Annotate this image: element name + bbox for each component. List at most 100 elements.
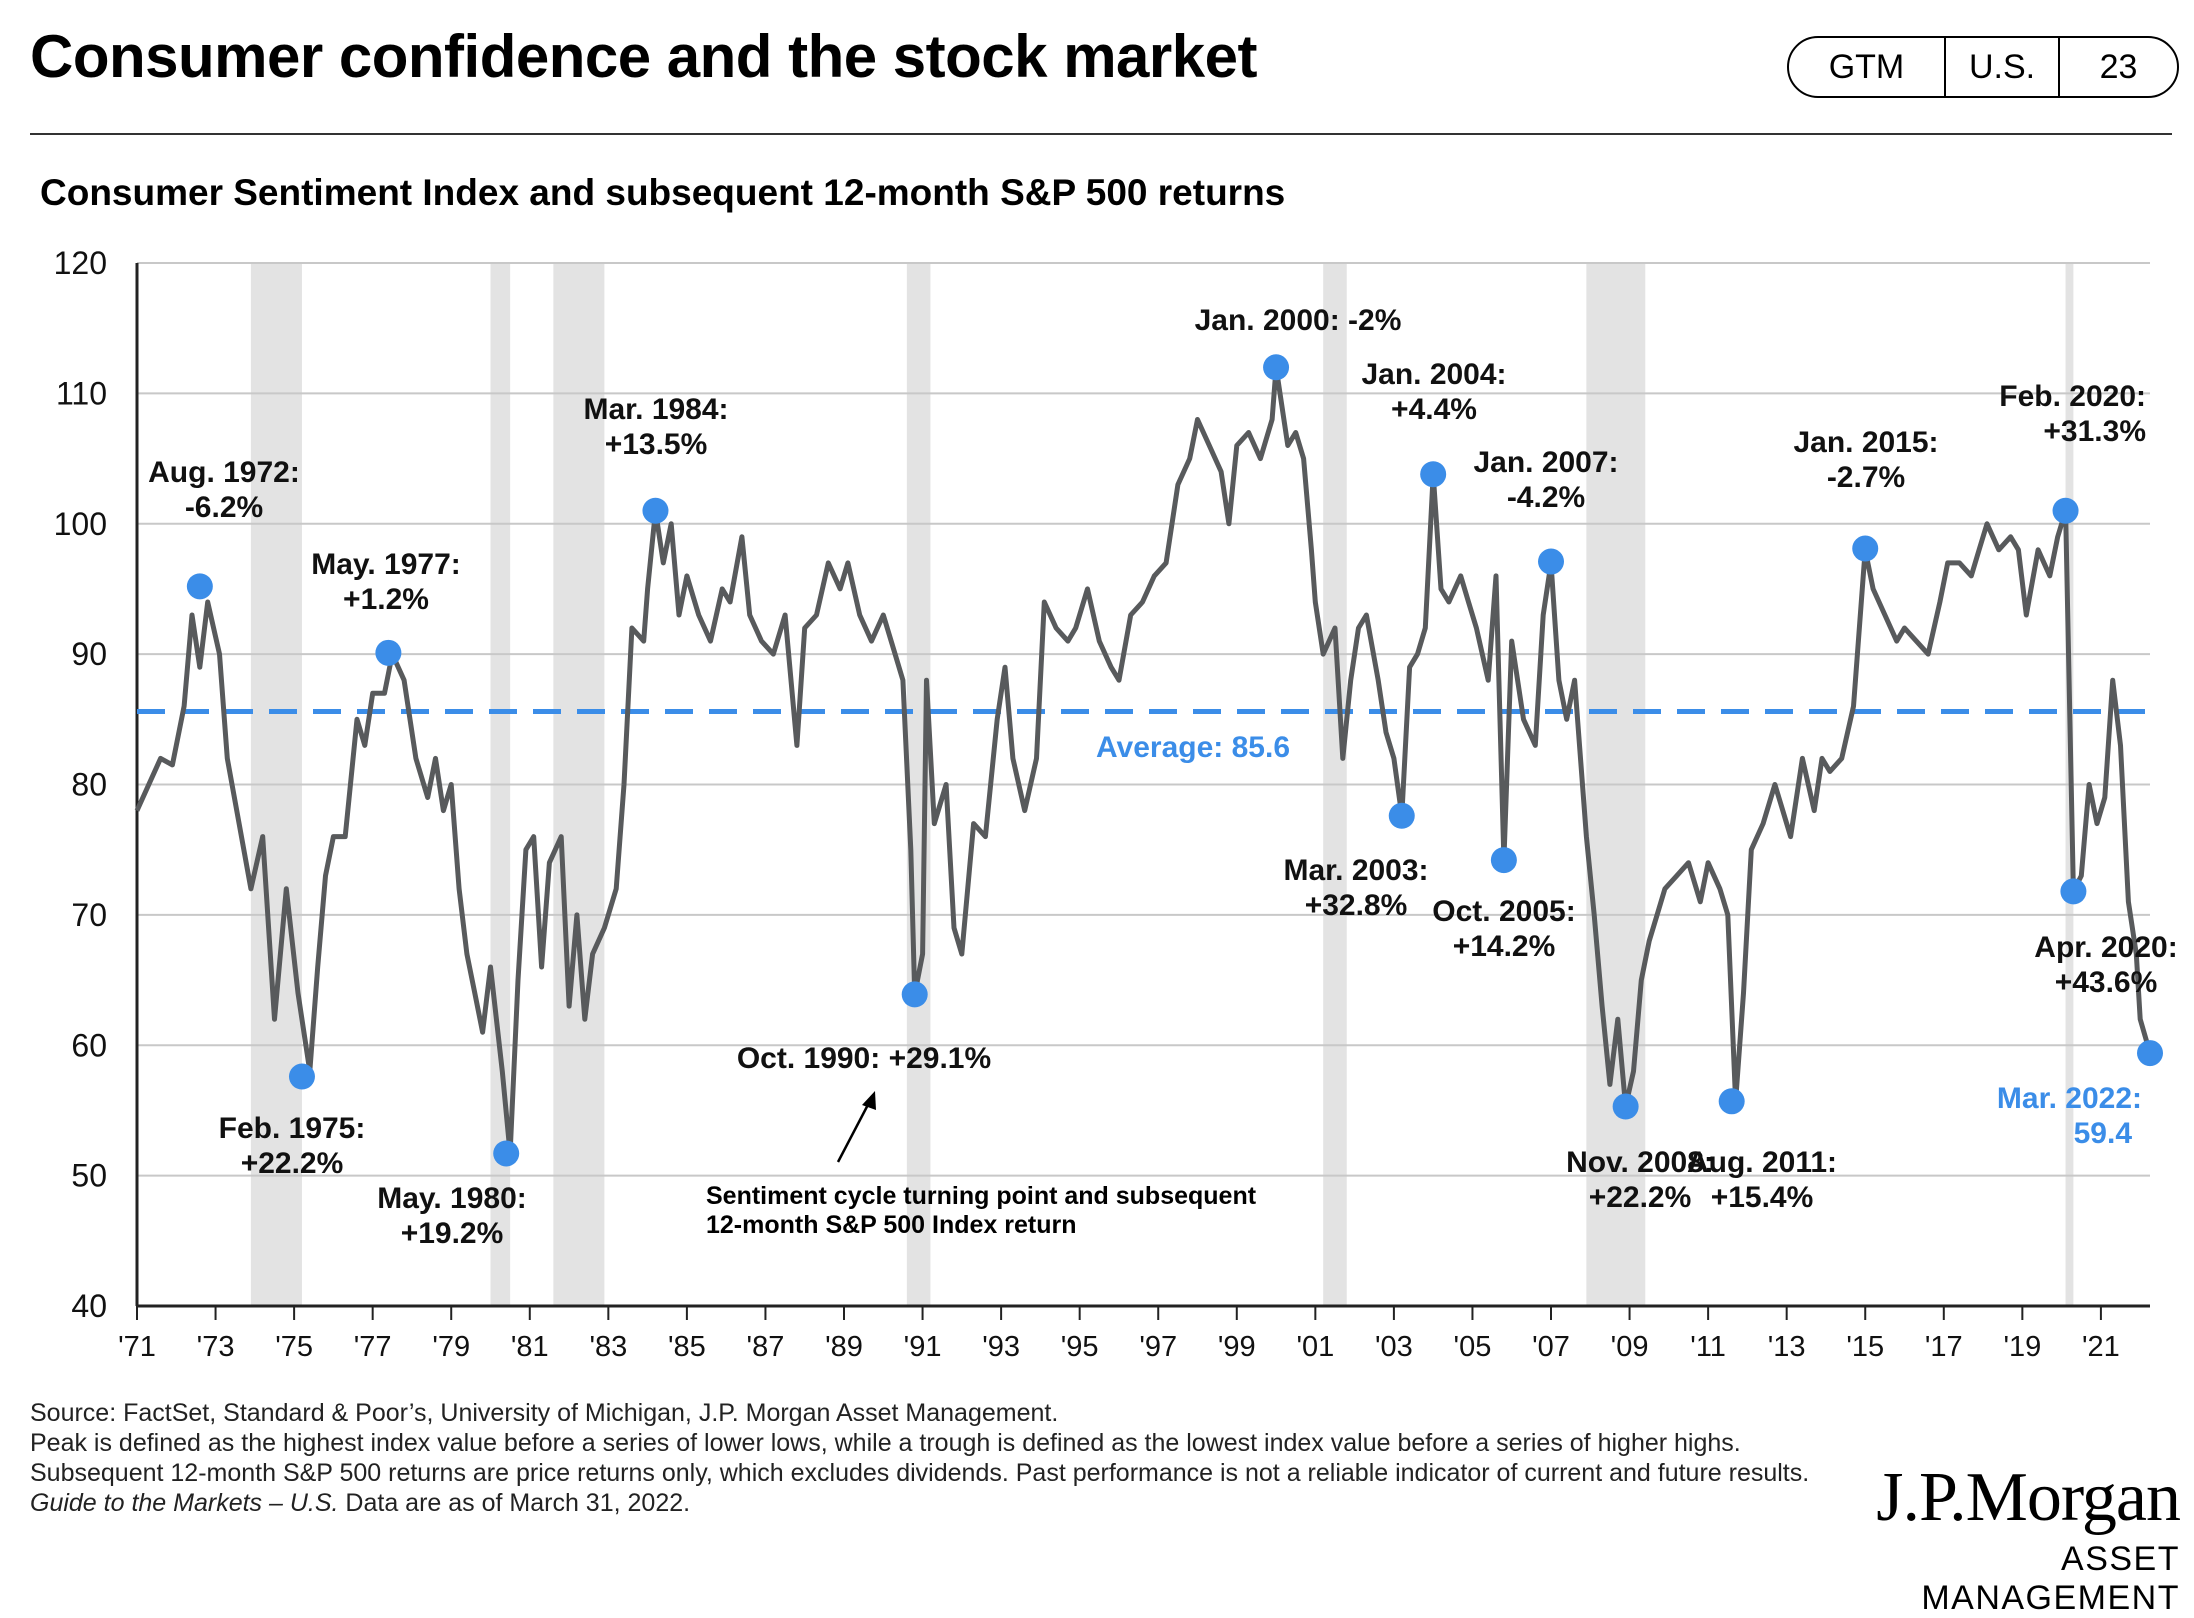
x-tick-label: '71 xyxy=(118,1331,156,1363)
turning-point-return: +1.2% xyxy=(343,583,429,616)
x-tick-label: '99 xyxy=(1218,1331,1256,1363)
turning-point-date: Feb. 1975: xyxy=(219,1112,366,1145)
turning-point xyxy=(1612,1093,1639,1120)
turning-point-return: +4.4% xyxy=(1391,393,1477,426)
note-line-2: 12-month S&P 500 Index return xyxy=(706,1211,1076,1239)
x-tick-label: '07 xyxy=(1532,1331,1570,1363)
note-line-1: Sentiment cycle turning point and subseq… xyxy=(706,1182,1257,1210)
turning-point-date: Aug. 2011: xyxy=(1687,1146,1837,1179)
turning-point-return: -2.7% xyxy=(1827,461,1905,494)
turning-point-date: Jan. 2015: xyxy=(1793,426,1938,459)
turning-point-date: May. 1977: xyxy=(311,548,461,581)
turning-point xyxy=(1420,461,1447,488)
jpmorgan-logo: J.P.Morgan ASSET MANAGEMENT xyxy=(1840,1459,2181,1618)
average-line: Average: 85.6 xyxy=(137,708,2150,764)
turning-point xyxy=(1263,354,1290,381)
x-tick-label: '03 xyxy=(1375,1331,1413,1363)
turning-point-date: Jan. 2004: xyxy=(1361,358,1506,391)
y-tick-label: 40 xyxy=(71,1288,107,1324)
turning-point-return: +13.5% xyxy=(605,428,708,461)
turning-point-date: Feb. 2020: xyxy=(1999,380,2146,413)
x-axis-ticks: '71 '73 '75 '77 '79 '81 '83 '85 '87 '89 '91 '93 '95 '… xyxy=(118,1306,2120,1363)
turning-point-date: May. 1980: xyxy=(377,1182,527,1215)
badge-page-number: 23 xyxy=(2099,47,2138,86)
y-tick-label: 60 xyxy=(71,1027,107,1063)
x-tick-label: '11 xyxy=(1690,1331,1726,1363)
y-tick-label: 70 xyxy=(71,897,107,933)
turning-point-date: Oct. 1990: +29.1% xyxy=(737,1042,991,1075)
turning-point xyxy=(1538,548,1565,575)
turning-point-return: -4.2% xyxy=(1507,481,1585,514)
turning-point-return: +15.4% xyxy=(1711,1181,1814,1214)
x-tick-label: '97 xyxy=(1139,1331,1177,1363)
average-label: Average: 85.6 xyxy=(1096,731,1290,764)
turning-point-date: Jan. 2007: xyxy=(1473,446,1618,479)
x-tick-label: '17 xyxy=(1925,1331,1963,1363)
chart-title: Consumer Sentiment Index and subsequent … xyxy=(40,172,1286,213)
x-tick-label: '75 xyxy=(275,1331,313,1363)
turning-point-date: Mar. 2003: xyxy=(1283,854,1428,887)
turning-point-date: Apr. 2020: xyxy=(2034,931,2177,964)
turning-point-return: -6.2% xyxy=(185,491,263,524)
axes xyxy=(135,263,2150,1308)
sentiment-chart: 40 50 60 70 80 90 100 110 120 '71 '73 '75 '77 '79 '81… xyxy=(54,245,2178,1363)
guide-title: Guide to the Markets – U.S. xyxy=(30,1489,339,1517)
logo-tagline: ASSET MANAGEMENT xyxy=(1921,1540,2180,1617)
definition-note: Peak is defined as the highest index val… xyxy=(30,1429,1810,1487)
header-divider xyxy=(30,133,2172,135)
x-tick-label: '87 xyxy=(747,1331,785,1363)
turning-point xyxy=(493,1140,520,1167)
x-tick-label: '91 xyxy=(904,1331,942,1363)
source-note: Source: FactSet, Standard & Poor’s, Univ… xyxy=(30,1399,1059,1427)
turning-point-date: Mar. 1984: xyxy=(583,393,728,426)
sentiment-line xyxy=(134,364,2153,1156)
x-tick-label: '01 xyxy=(1296,1331,1334,1363)
turning-point-return: +32.8% xyxy=(1305,889,1408,922)
badge-region: U.S. xyxy=(1946,38,2060,96)
logo-name: J.P.Morgan xyxy=(1876,1459,2181,1536)
x-tick-label: '85 xyxy=(668,1331,706,1363)
x-tick-label: '95 xyxy=(1061,1331,1099,1363)
page-title: Consumer confidence and the stock market xyxy=(30,23,1258,90)
badge-section: GTM xyxy=(1789,38,1946,96)
x-tick-label: '19 xyxy=(2003,1331,2041,1363)
asof-note: Guide to the Markets – U.S. Data are as … xyxy=(30,1488,1850,1518)
x-tick-label: '21 xyxy=(2082,1331,2120,1363)
turning-point xyxy=(1388,802,1415,829)
x-tick-label: '89 xyxy=(825,1331,863,1363)
x-tick-label: '83 xyxy=(589,1331,627,1363)
turning-point-return: +43.6% xyxy=(2055,966,2158,999)
turning-point-return: +22.2% xyxy=(1589,1181,1692,1214)
turning-point-return: +19.2% xyxy=(401,1217,504,1250)
x-tick-label: '93 xyxy=(982,1331,1020,1363)
turning-point xyxy=(375,639,402,666)
x-tick-label: '81 xyxy=(511,1331,549,1363)
turning-point-date: Oct. 2005: xyxy=(1432,895,1575,928)
turning-point xyxy=(2060,878,2087,905)
chart-note: Sentiment cycle turning point and subseq… xyxy=(706,1091,1257,1239)
turning-point-date: Nov. 2008: xyxy=(1566,1146,1714,1179)
turning-point xyxy=(2052,497,2079,524)
y-axis-ticks: 40 50 60 70 80 90 100 110 120 xyxy=(54,245,107,1324)
turning-point-return: +31.3% xyxy=(2043,415,2146,448)
turning-point-date: Aug. 1972: xyxy=(148,456,300,489)
gridlines xyxy=(137,262,2150,1177)
asof-date: Data are as of March 31, 2022. xyxy=(338,1489,691,1517)
turning-point-return: 59.4 xyxy=(2074,1117,2133,1150)
turning-point xyxy=(288,1063,315,1090)
x-tick-label: '15 xyxy=(1846,1331,1884,1363)
page-badge: GTM U.S. 23 xyxy=(1787,36,2179,98)
x-tick-label: '05 xyxy=(1454,1331,1492,1363)
x-tick-label: '73 xyxy=(197,1331,235,1363)
x-tick-label: '77 xyxy=(354,1331,392,1363)
note-arrowhead xyxy=(862,1091,876,1110)
footer-notes: Source: FactSet, Standard & Poor’s, Univ… xyxy=(30,1398,1850,1518)
turning-point xyxy=(186,573,213,600)
turning-point-date: Jan. 2000: -2% xyxy=(1195,304,1402,337)
turning-point xyxy=(2137,1040,2163,1067)
turning-point xyxy=(901,981,928,1008)
turning-point xyxy=(642,497,669,524)
note-arrow xyxy=(836,1096,874,1163)
x-tick-label: '13 xyxy=(1768,1331,1806,1363)
turning-points xyxy=(186,354,2163,1167)
